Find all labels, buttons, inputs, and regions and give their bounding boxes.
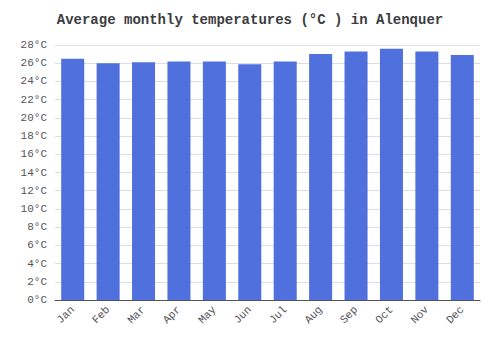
svg-text:Mar: Mar bbox=[125, 304, 147, 326]
svg-text:Nov: Nov bbox=[409, 303, 432, 326]
svg-text:4°C: 4°C bbox=[27, 258, 47, 270]
svg-text:Jun: Jun bbox=[232, 304, 254, 326]
svg-text:22°C: 22°C bbox=[21, 94, 48, 106]
svg-text:0°C: 0°C bbox=[27, 294, 47, 306]
svg-text:20°C: 20°C bbox=[21, 112, 48, 124]
svg-text:2°C: 2°C bbox=[27, 276, 47, 288]
svg-text:10°C: 10°C bbox=[21, 203, 48, 215]
svg-text:24°C: 24°C bbox=[21, 75, 48, 87]
svg-text:Oct: Oct bbox=[373, 304, 395, 326]
svg-text:26°C: 26°C bbox=[21, 57, 48, 69]
svg-text:14°C: 14°C bbox=[21, 167, 48, 179]
svg-text:May: May bbox=[196, 303, 219, 326]
svg-text:Jan: Jan bbox=[54, 304, 76, 326]
svg-text:Jul: Jul bbox=[267, 304, 289, 326]
svg-text:Sep: Sep bbox=[338, 304, 360, 326]
svg-text:6°C: 6°C bbox=[27, 239, 47, 251]
svg-text:Aug: Aug bbox=[302, 304, 324, 326]
svg-text:16°C: 16°C bbox=[21, 148, 48, 160]
svg-text:28°C: 28°C bbox=[21, 39, 48, 51]
svg-text:12°C: 12°C bbox=[21, 185, 48, 197]
svg-text:8°C: 8°C bbox=[27, 221, 47, 233]
svg-text:Feb: Feb bbox=[90, 304, 112, 326]
svg-text:Dec: Dec bbox=[444, 304, 466, 326]
svg-text:Apr: Apr bbox=[161, 304, 183, 326]
svg-text:Average monthly temperatures (: Average monthly temperatures (°C ) in Al… bbox=[57, 12, 443, 28]
svg-text:18°C: 18°C bbox=[21, 130, 48, 142]
